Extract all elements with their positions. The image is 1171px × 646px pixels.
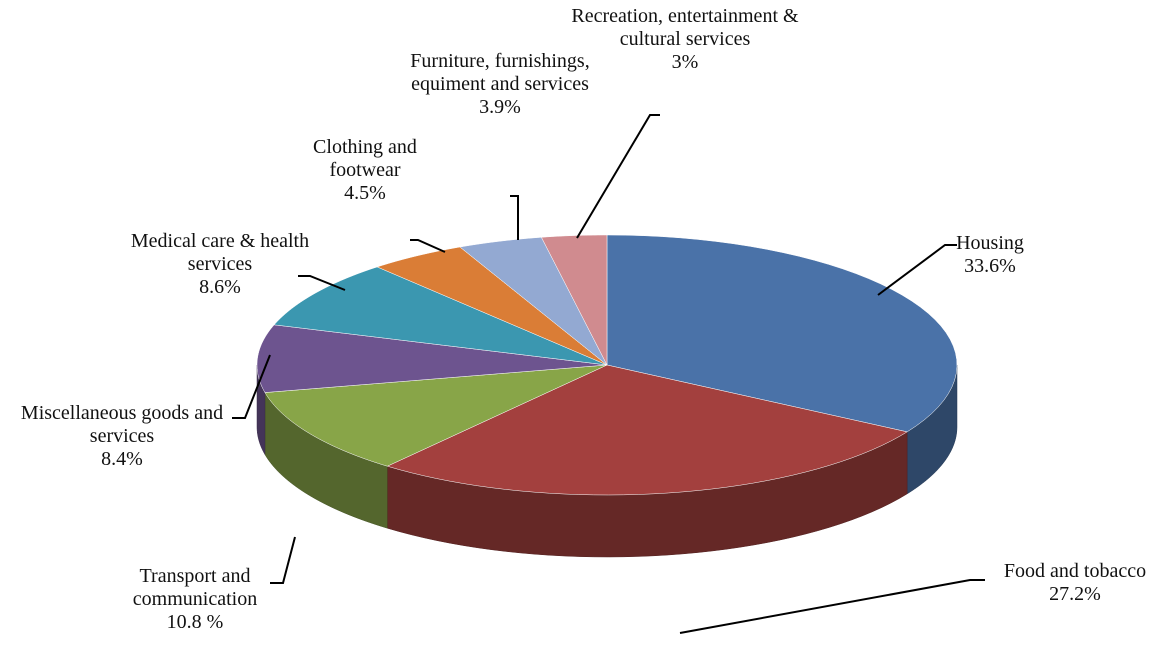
slice-label: Medical care & health services 8.6% — [125, 230, 315, 299]
slice-label: Recreation, entertainment & cultural ser… — [565, 5, 805, 74]
pie-slice — [264, 364, 608, 467]
category-name: Clothing and footwear — [313, 136, 417, 181]
slice-label: Housing 33.6% — [930, 232, 1050, 278]
category-name: Furniture, furnishings, equiment and ser… — [410, 50, 590, 95]
category-name: Recreation, entertainment & cultural ser… — [571, 5, 799, 50]
value-label: 10.8 % — [166, 611, 224, 633]
category-name: Transport and communication — [132, 565, 258, 610]
slice-label: Miscellaneous goods and services 8.4% — [0, 402, 247, 471]
pie-slice — [606, 234, 958, 433]
value-label: 33.6% — [964, 255, 1016, 277]
value-label: 3.9% — [479, 96, 521, 118]
leader-lines — [232, 114, 985, 634]
pie-slice — [386, 364, 908, 496]
pie-slice — [541, 234, 608, 366]
pie-slice — [376, 246, 608, 366]
value-label: 8.4% — [101, 448, 143, 470]
slice-label: Food and tobacco 27.2% — [980, 560, 1170, 606]
category-name: Housing — [956, 232, 1024, 254]
value-label: 27.2% — [1049, 583, 1101, 605]
slice-label: Furniture, furnishings, equiment and ser… — [385, 50, 615, 119]
category-name: Medical care & health services — [130, 230, 310, 275]
pie-slice — [459, 237, 608, 366]
category-name: Food and tobacco — [1003, 560, 1147, 582]
value-label: 4.5% — [344, 182, 386, 204]
slice-label: Clothing and footwear 4.5% — [290, 136, 440, 205]
pie-slice — [273, 266, 608, 366]
value-label: 8.6% — [199, 276, 241, 298]
value-label: 3% — [671, 51, 699, 73]
category-name: Miscellaneous goods and services — [20, 402, 224, 447]
slice-label: Transport and communication 10.8 % — [110, 565, 280, 634]
